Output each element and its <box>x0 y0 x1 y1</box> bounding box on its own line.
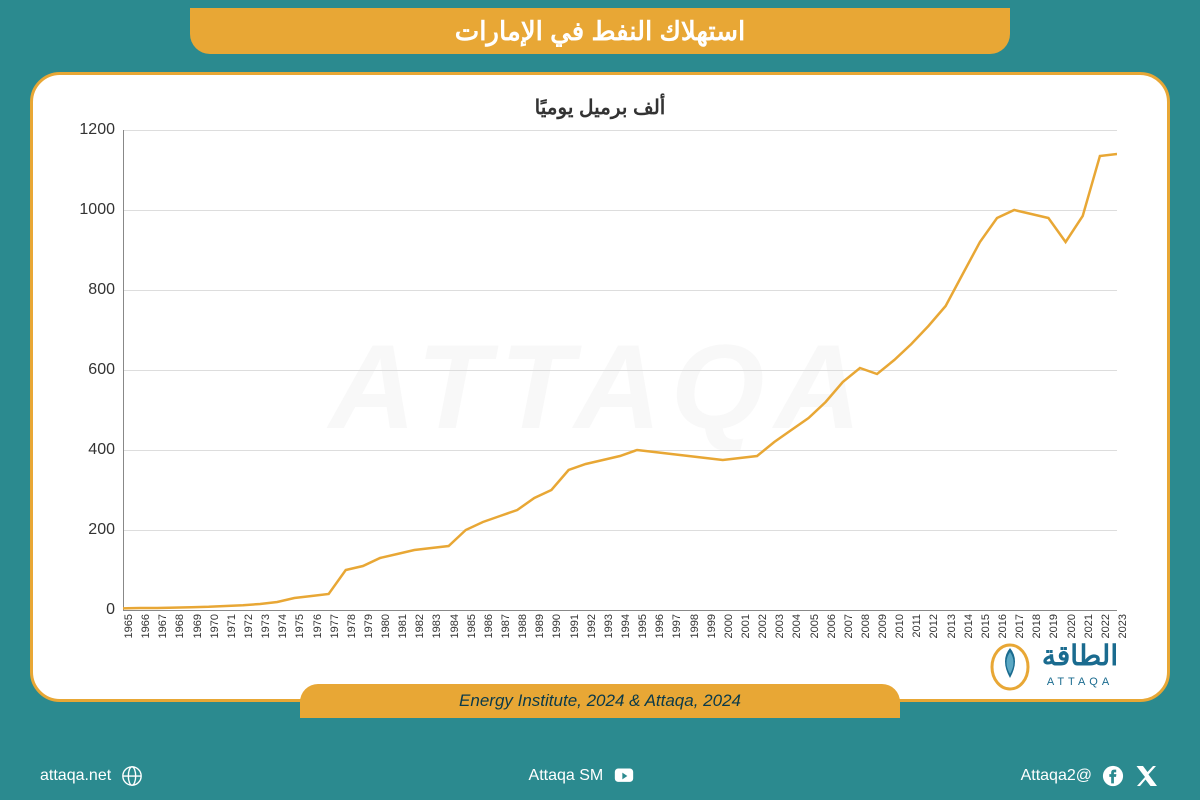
x-tick-label: 2001 <box>740 614 752 638</box>
x-tick-label: 2002 <box>757 614 769 638</box>
x-tick-label: 2009 <box>877 614 889 638</box>
footer: @Attaqa2 Attaqa SM attaqa.net <box>0 752 1200 800</box>
footer-right-website: attaqa.net <box>40 763 145 789</box>
source-text: Energy Institute, 2024 & Attaqa, 2024 <box>459 691 741 711</box>
facebook-icon <box>1100 763 1126 789</box>
plot-area: 020040060080010001200 196519661967196819… <box>63 130 1137 650</box>
x-tick-label: 1970 <box>209 614 221 638</box>
x-tick-label: 2005 <box>809 614 821 638</box>
x-tick-label: 1982 <box>414 614 426 638</box>
footer-left-social: @Attaqa2 <box>1021 763 1160 789</box>
x-tick-label: 1979 <box>363 614 375 638</box>
x-tick-label: 2008 <box>860 614 872 638</box>
x-tick-label: 1996 <box>654 614 666 638</box>
x-tick-label: 1992 <box>586 614 598 638</box>
x-tick-label: 2006 <box>826 614 838 638</box>
globe-icon <box>119 763 145 789</box>
attaqa-logo-icon: الطاقة ATTAQA <box>985 630 1145 705</box>
x-tick-label: 1984 <box>449 614 461 638</box>
x-tick-label: 1965 <box>123 614 135 638</box>
x-tick-label: 1974 <box>277 614 289 638</box>
x-tick-label: 1976 <box>312 614 324 638</box>
line-chart-svg <box>123 130 1117 610</box>
x-tick-label: 1968 <box>174 614 186 638</box>
axis-line-x <box>123 610 1117 611</box>
x-tick-label: 1981 <box>397 614 409 638</box>
y-tick-label: 600 <box>88 361 115 379</box>
x-tick-label: 2011 <box>911 614 923 638</box>
svg-text:ATTAQA: ATTAQA <box>1047 676 1113 688</box>
x-tick-label: 1997 <box>671 614 683 638</box>
svg-text:الطاقة: الطاقة <box>1042 640 1118 671</box>
x-tick-label: 1977 <box>329 614 341 638</box>
y-tick-label: 200 <box>88 521 115 539</box>
y-axis: 020040060080010001200 <box>63 130 123 610</box>
x-tick-label: 1990 <box>551 614 563 638</box>
brand-logo: الطاقة ATTAQA <box>985 630 1145 705</box>
x-tick-label: 2004 <box>791 614 803 638</box>
youtube-icon <box>611 763 637 789</box>
x-tick-label: 1998 <box>689 614 701 638</box>
x-tick-label: 1983 <box>431 614 443 638</box>
x-tick-label: 2012 <box>928 614 940 638</box>
chart-card: ألف برميل يوميًا ATTAQA 0 200 400 600 800 100… <box>30 72 1170 702</box>
x-tick-label: 1991 <box>569 614 581 638</box>
data-line <box>123 154 1117 608</box>
x-tick-label: 1980 <box>380 614 392 638</box>
twitter-handle: @Attaqa2 <box>1021 767 1092 785</box>
x-tick-label: 1973 <box>260 614 272 638</box>
x-twitter-icon <box>1134 763 1160 789</box>
y-tick-label: 400 <box>88 441 115 459</box>
x-tick-label: 1986 <box>483 614 495 638</box>
x-tick-label: 1966 <box>140 614 152 638</box>
x-tick-label: 1972 <box>243 614 255 638</box>
x-tick-label: 1975 <box>294 614 306 638</box>
x-tick-label: 1985 <box>466 614 478 638</box>
x-tick-label: 2007 <box>843 614 855 638</box>
youtube-handle: Attaqa SM <box>529 767 604 785</box>
x-tick-label: 2014 <box>963 614 975 638</box>
y-tick-label: 1200 <box>79 121 115 139</box>
y-tick-label: 1000 <box>79 201 115 219</box>
x-tick-label: 2010 <box>894 614 906 638</box>
x-tick-label: 1999 <box>706 614 718 638</box>
y-tick-label: 0 <box>106 601 115 619</box>
x-tick-label: 1969 <box>192 614 204 638</box>
x-tick-label: 2013 <box>946 614 958 638</box>
x-tick-label: 2000 <box>723 614 735 638</box>
x-tick-label: 1978 <box>346 614 358 638</box>
x-tick-label: 1993 <box>603 614 615 638</box>
x-tick-label: 2003 <box>774 614 786 638</box>
x-tick-label: 1989 <box>534 614 546 638</box>
website-url: attaqa.net <box>40 767 111 785</box>
x-tick-label: 1994 <box>620 614 632 638</box>
source-banner: Energy Institute, 2024 & Attaqa, 2024 <box>300 684 900 718</box>
x-tick-label: 1988 <box>517 614 529 638</box>
y-tick-label: 800 <box>88 281 115 299</box>
header-title: استهلاك النفط في الإمارات <box>455 16 746 47</box>
x-tick-label: 1971 <box>226 614 238 638</box>
x-tick-label: 1967 <box>157 614 169 638</box>
x-axis-labels: 1965 1966 1967 1968 1969 1970 1971 1972 1973 1974… <box>123 614 1117 664</box>
header-banner: استهلاك النفط في الإمارات <box>190 8 1010 54</box>
x-tick-label: 1995 <box>637 614 649 638</box>
footer-center-social: Attaqa SM <box>529 763 638 789</box>
chart-subtitle: ألف برميل يوميًا <box>63 95 1137 120</box>
x-tick-label: 1987 <box>500 614 512 638</box>
